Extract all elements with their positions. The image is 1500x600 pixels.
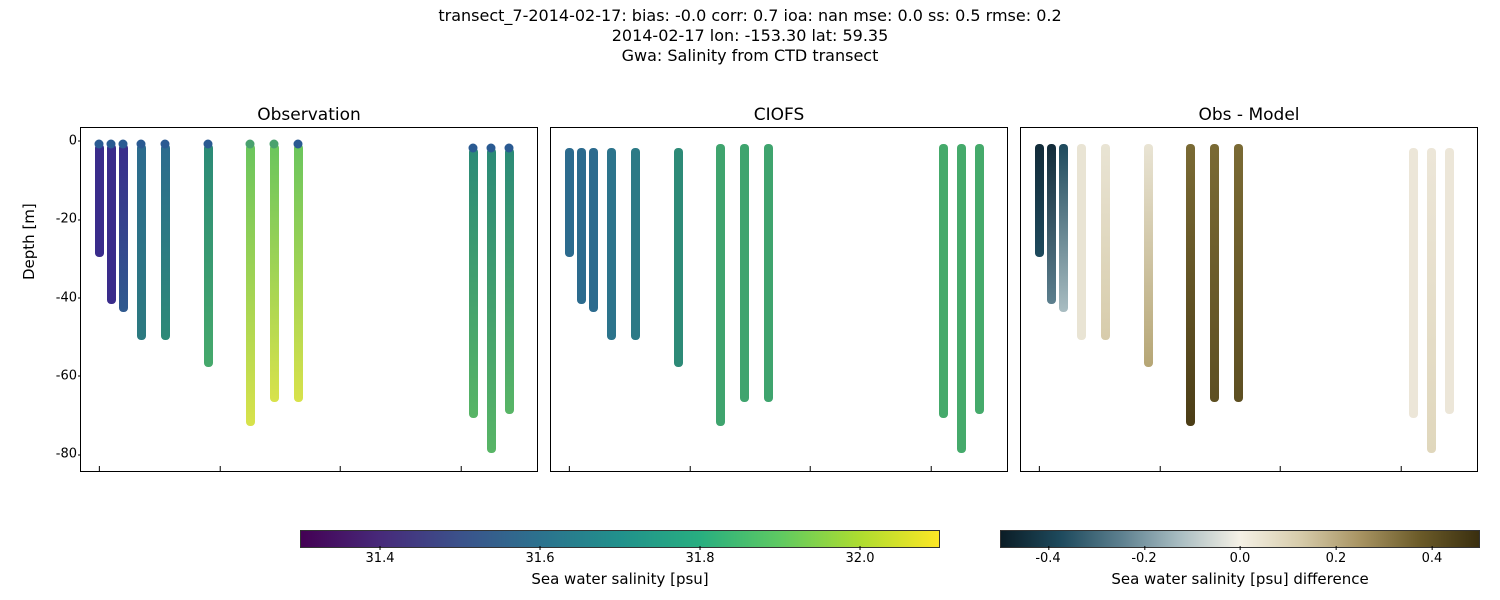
profile-surface-dot — [119, 139, 128, 148]
profile-surface-dot — [293, 139, 302, 148]
ctd-profile — [487, 148, 496, 454]
ctd-profile — [975, 144, 984, 415]
ctd-profile — [294, 144, 303, 403]
profile-surface-dot — [203, 139, 212, 148]
profile-surface-dot — [137, 139, 146, 148]
ctd-profile — [1144, 144, 1153, 367]
profile-surface-dot — [245, 139, 254, 148]
ctd-profile — [204, 144, 213, 367]
y-axis-label: Depth [m] — [20, 203, 38, 280]
panel-ciofs: CIOFS0204060along-transect distance [km] — [550, 105, 1008, 475]
panel-title: Obs - Model — [1020, 105, 1478, 125]
ctd-profile — [1210, 144, 1219, 403]
ctd-profile — [1427, 148, 1436, 454]
panel-title: Observation — [80, 105, 538, 125]
ctd-profile — [1059, 144, 1068, 313]
ctd-profile — [674, 148, 683, 368]
profile-surface-dot — [504, 143, 513, 152]
colorbar-diff-label: Sea water salinity [psu] difference — [1000, 570, 1480, 588]
title-line-2: 2014-02-17 lon: -153.30 lat: 59.35 — [0, 26, 1500, 46]
panel-title: CIOFS — [550, 105, 1008, 125]
ctd-profile — [589, 148, 598, 313]
profile-surface-dot — [107, 139, 116, 148]
ctd-profile — [270, 144, 279, 403]
ctd-profile — [1101, 144, 1110, 340]
colorbar-diff-ticks: -0.4-0.20.00.20.4 — [1000, 551, 1480, 569]
title-line-1: transect_7-2014-02-17: bias: -0.0 corr: … — [0, 6, 1500, 26]
ctd-profile — [1047, 144, 1056, 305]
ctd-profile — [505, 148, 514, 415]
profile-surface-dot — [486, 143, 495, 152]
profile-surface-dot — [95, 139, 104, 148]
colorbar-salinity-label: Sea water salinity [psu] — [300, 570, 940, 588]
ctd-profile — [764, 144, 773, 403]
profile-surface-dot — [161, 139, 170, 148]
profile-surface-dot — [468, 143, 477, 152]
ctd-profile — [957, 144, 966, 454]
axes: 0204060along-transect distance [km] — [80, 127, 538, 472]
ctd-profile — [607, 148, 616, 340]
ctd-profile — [137, 144, 146, 340]
colorbar-salinity-strip — [300, 530, 940, 548]
ctd-profile — [469, 148, 478, 419]
ctd-profile — [161, 144, 170, 340]
axes: 0204060along-transect distance [km] — [1020, 127, 1478, 472]
colorbar-salinity-ticks: 31.431.631.832.0 — [300, 551, 940, 569]
ctd-profile — [939, 144, 948, 418]
ctd-profile — [1409, 148, 1418, 419]
ctd-profile — [1186, 144, 1195, 426]
ctd-profile — [107, 144, 116, 305]
ctd-profile — [740, 144, 749, 403]
ctd-profile — [577, 148, 586, 305]
ctd-profile — [716, 144, 725, 426]
colorbar-salinity: 31.431.631.832.0 Sea water salinity [psu… — [300, 530, 940, 588]
colorbar-diff: -0.4-0.20.00.20.4 Sea water salinity [ps… — [1000, 530, 1480, 588]
axes: 0204060along-transect distance [km] — [550, 127, 1008, 472]
panel-obs-model: Obs - Model0204060along-transect distanc… — [1020, 105, 1478, 475]
ctd-profile — [1234, 144, 1243, 403]
title-line-3: Gwa: Salinity from CTD transect — [0, 46, 1500, 66]
panel-observation: Observation0204060along-transect distanc… — [80, 105, 538, 475]
figure-suptitle: transect_7-2014-02-17: bias: -0.0 corr: … — [0, 0, 1500, 66]
y-axis-ticks: 0-20-40-60-80 — [42, 105, 77, 450]
ctd-profile — [119, 144, 128, 313]
ctd-profile — [565, 148, 574, 258]
ctd-profile — [1445, 148, 1454, 415]
ctd-profile — [1077, 144, 1086, 340]
ctd-profile — [95, 144, 104, 258]
ctd-profile — [1035, 144, 1044, 258]
panel-row: Observation0204060along-transect distanc… — [80, 105, 1480, 475]
profile-surface-dot — [269, 139, 278, 148]
ctd-profile — [246, 144, 255, 426]
ctd-profile — [631, 148, 640, 340]
